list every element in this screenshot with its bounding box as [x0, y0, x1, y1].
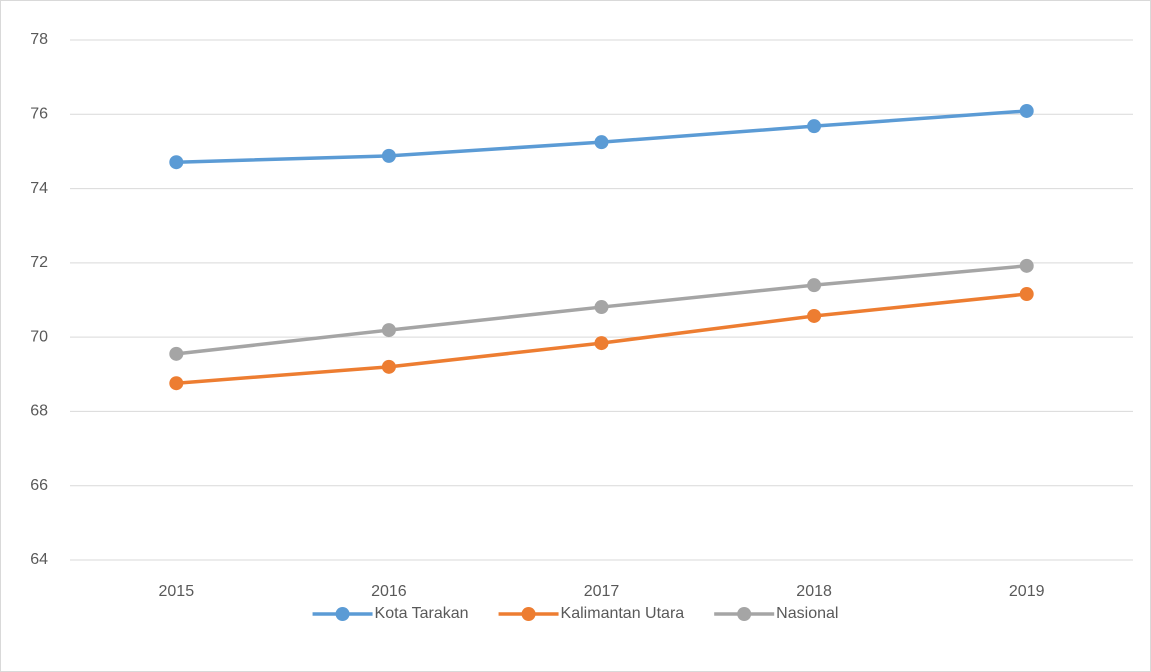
data-point — [1019, 287, 1034, 302]
y-tick-label: 66 — [30, 477, 48, 494]
data-point — [1019, 103, 1034, 118]
legend-label: Nasional — [776, 605, 838, 622]
data-point — [381, 148, 396, 163]
data-point — [381, 359, 396, 374]
legend-marker — [737, 607, 752, 621]
data-point — [807, 308, 822, 323]
data-point — [169, 376, 184, 391]
y-tick-label: 64 — [30, 551, 48, 568]
y-tick-label: 78 — [30, 31, 48, 48]
legend-label: Kalimantan Utara — [561, 605, 685, 622]
legend: Kota Tarakan Kalimantan Utara Nasional — [312, 605, 838, 622]
data-point — [381, 323, 396, 338]
data-point — [594, 300, 609, 315]
legend-marker — [521, 607, 536, 621]
x-tick-label: 2019 — [1009, 583, 1045, 600]
legend-marker — [335, 607, 350, 621]
legend-item: Nasional — [714, 605, 838, 622]
y-tick-label: 74 — [30, 180, 48, 197]
y-tick-label: 76 — [30, 106, 48, 123]
x-tick-label: 2017 — [584, 583, 620, 600]
data-point — [807, 278, 822, 293]
x-tick-label: 2016 — [371, 583, 407, 600]
y-tick-label: 68 — [30, 403, 48, 420]
x-tick-label: 2015 — [159, 583, 195, 600]
y-tick-label: 70 — [30, 328, 48, 345]
legend-item: Kalimantan Utara — [498, 605, 685, 622]
data-point — [1019, 258, 1034, 273]
data-point — [169, 155, 184, 170]
legend-label: Kota Tarakan — [375, 605, 469, 622]
data-point — [594, 135, 609, 150]
x-tick-label: 2018 — [796, 583, 832, 600]
data-point — [169, 346, 184, 361]
legend-item: Kota Tarakan — [312, 605, 469, 622]
y-tick-label: 72 — [30, 254, 48, 271]
data-point — [807, 119, 822, 134]
data-point — [594, 336, 609, 351]
